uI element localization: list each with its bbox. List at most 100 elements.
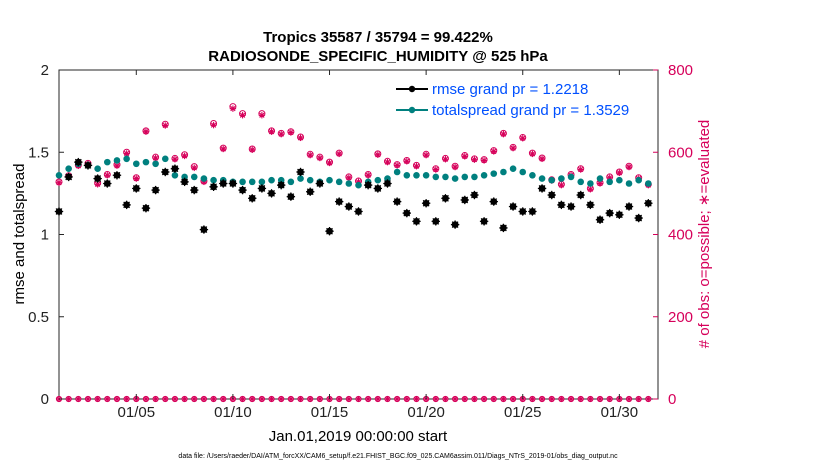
obs-zero-evaluated-point: [384, 396, 391, 402]
obs-zero-evaluated-point: [143, 396, 149, 402]
obs-evaluated-point: [55, 179, 63, 186]
obs-zero-evaluated-point: [66, 396, 72, 402]
totalspread-point: [326, 176, 333, 184]
obs-evaluated-point: [384, 158, 391, 166]
obs-zero-evaluated-point: [75, 396, 81, 402]
obs-evaluated-point: [451, 163, 459, 171]
obs-evaluated-point: [94, 181, 101, 188]
totalspread-point: [248, 178, 256, 186]
obs-evaluated-point: [529, 150, 536, 158]
rmse-point: [450, 220, 460, 229]
obs-zero-evaluated-point: [558, 396, 564, 402]
obs-zero-evaluated-point: [587, 396, 593, 402]
obs-zero-evaluated-point: [201, 396, 207, 402]
rmse-point: [547, 190, 556, 200]
y-tick-label: 1.5: [28, 144, 49, 161]
totalspread-point: [616, 176, 623, 184]
legend-rmse-label: rmse grand pr = 1.2218: [432, 81, 588, 98]
totalspread-point: [239, 178, 246, 186]
rmse-point: [402, 208, 412, 218]
obs-evaluated-point: [210, 121, 217, 129]
totalspread-point: [55, 171, 63, 179]
totalspread-point: [104, 158, 111, 166]
totalspread-point: [596, 175, 604, 182]
y-axis-label: rmse and totalspread: [11, 164, 28, 305]
obs-zero-evaluated-point: [307, 396, 313, 402]
obs-zero-evaluated-point: [95, 396, 101, 402]
obs-zero-evaluated-point: [529, 396, 536, 402]
totalspread-point: [529, 171, 536, 179]
rmse-point: [431, 217, 440, 226]
totalspread-point: [645, 180, 652, 187]
obs-evaluated-point: [258, 112, 266, 119]
x-tick-label: 01/05: [118, 404, 156, 421]
legend: rmse grand pr = 1.2218 totalspread grand…: [396, 81, 629, 119]
obs-zero-evaluated-point: [645, 396, 651, 402]
totalspread-point: [509, 165, 517, 172]
obs-zero-evaluated-point: [259, 396, 265, 402]
data-file-footer: data file: /Users/raeder/DAI/ATM_forcXX/…: [178, 453, 618, 460]
obs-evaluated-point: [287, 129, 295, 136]
rmse-point: [392, 197, 402, 206]
obs-zero-evaluated-point: [607, 396, 613, 402]
rmse-point: [315, 179, 325, 188]
obs-zero-evaluated-point: [636, 396, 642, 402]
obs-zero-evaluated-point: [172, 396, 178, 402]
totalspread-point: [132, 160, 140, 168]
obs-zero-evaluated-point: [442, 396, 449, 402]
rmse-point: [508, 202, 518, 211]
totalspread-point: [287, 178, 295, 186]
totalspread-point: [519, 168, 527, 176]
obs-zero-evaluated-point: [462, 396, 468, 402]
totalspread-point: [451, 175, 459, 182]
obs-zero-evaluated-point: [346, 396, 352, 402]
rmse-point: [518, 207, 527, 216]
rmse-point: [460, 195, 469, 205]
rmse-point: [83, 161, 93, 170]
rmse-point: [373, 184, 383, 193]
obs-zero-evaluated-point: [104, 396, 110, 402]
rmse-point: [489, 197, 498, 206]
y2-tick-label: 800: [668, 62, 693, 79]
x-tick-label: 01/20: [407, 404, 445, 421]
obs-evaluated-point: [306, 151, 314, 159]
rmse-point: [363, 180, 373, 190]
rmse-point: [537, 184, 547, 193]
rmse-point: [557, 200, 566, 210]
obs-zero-evaluated-point: [249, 396, 255, 402]
obs-evaluated-point: [181, 152, 188, 160]
obs-evaluated-point: [239, 112, 246, 119]
obs-zero-evaluated-point: [162, 396, 168, 402]
rmse-point: [605, 208, 614, 218]
obs-zero-evaluated-point: [375, 396, 381, 402]
totalspread-point: [335, 178, 343, 186]
obs-zero-evaluated-point: [597, 396, 603, 402]
y-tick-label: 0: [41, 391, 49, 408]
totalspread-point: [258, 178, 266, 186]
obs-evaluated-point: [374, 151, 382, 158]
rmse-point: [103, 179, 112, 188]
totalspread-point: [171, 171, 179, 179]
rmse-point: [257, 184, 267, 193]
obs-evaluated-point: [538, 155, 546, 163]
y-tick-label: 0.5: [28, 309, 49, 326]
rmse-point: [180, 177, 189, 187]
rmse-point: [141, 203, 151, 213]
totalspread-point: [606, 178, 613, 186]
obs-evaluated-point: [335, 150, 343, 158]
obs-evaluated-point: [519, 135, 526, 142]
totalspread-point: [181, 173, 188, 181]
x-axis-label: Jan.01,2019 00:00:00 start: [269, 428, 448, 445]
rmse-point: [586, 200, 595, 210]
obs-evaluated-point: [616, 169, 623, 177]
obs-evaluated-point: [152, 154, 159, 162]
obs-zero-evaluated-point: [317, 396, 323, 402]
obs-evaluated-point: [142, 128, 150, 135]
totalspread-point: [277, 176, 285, 184]
obs-zero-evaluated-point: [288, 396, 294, 402]
y2-tick-label: 400: [668, 227, 693, 244]
rmse-point: [219, 179, 228, 188]
obs-evaluated-point: [268, 128, 275, 135]
rmse-point: [54, 207, 64, 216]
y-tick-label: 1: [41, 227, 49, 244]
